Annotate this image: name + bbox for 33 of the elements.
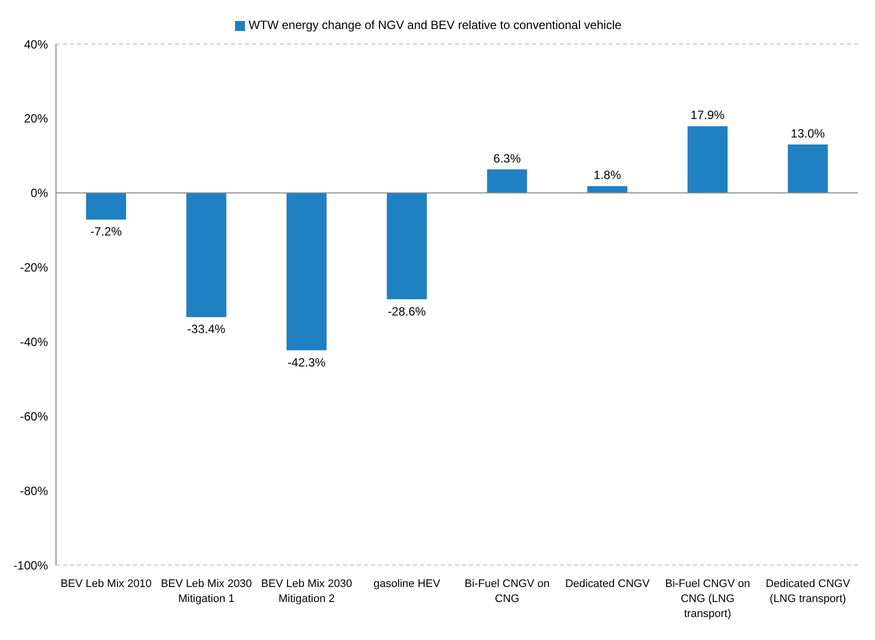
x-tick-label: Dedicated CNGV [565,578,650,590]
y-tick-label: -80% [20,484,48,498]
y-tick-label: 40% [24,37,48,52]
data-label: -33.4% [187,322,226,336]
x-tick-label: Dedicated CNGV (LNG transport) [766,578,851,605]
bar [788,144,828,193]
x-tick-label: BEV Leb Mix 2010 [60,578,152,590]
data-label: 1.8% [594,168,622,182]
legend-label: WTW energy change of NGV and BEV relative to conventional vehicle [248,18,622,32]
y-tick-label: -60% [20,409,48,424]
x-tick-label: Bi-Fuel CNGV on CNG (LNG transport) [665,578,750,620]
bar [587,186,628,193]
bar [286,192,327,350]
bar [487,169,528,193]
y-tick-label: -40% [20,334,48,349]
x-tick-label: Bi-Fuel CNGV on CNG [464,578,550,605]
data-label: -42.3% [288,355,326,370]
x-tick-label: gasoline HEV [374,578,441,590]
y-tick-label: -20% [20,260,48,275]
bar [186,192,226,318]
y-tick-label: 20% [24,112,48,126]
data-label: -7.2% [90,224,122,239]
data-label: 13.0% [790,126,826,140]
bar [386,192,427,300]
bar [688,126,728,193]
x-tick-label: BEV Leb Mix 2030 Mitigation 1 [160,578,252,605]
x-tick-label: BEV Leb Mix 2030 Mitigation 2 [261,578,352,605]
data-label: 6.3% [493,151,522,166]
data-label: -28.6% [388,304,426,318]
y-tick-label: -100% [13,558,48,572]
y-tick-label: 0% [30,186,48,200]
data-label: 17.9% [690,108,725,122]
bar [86,192,126,220]
